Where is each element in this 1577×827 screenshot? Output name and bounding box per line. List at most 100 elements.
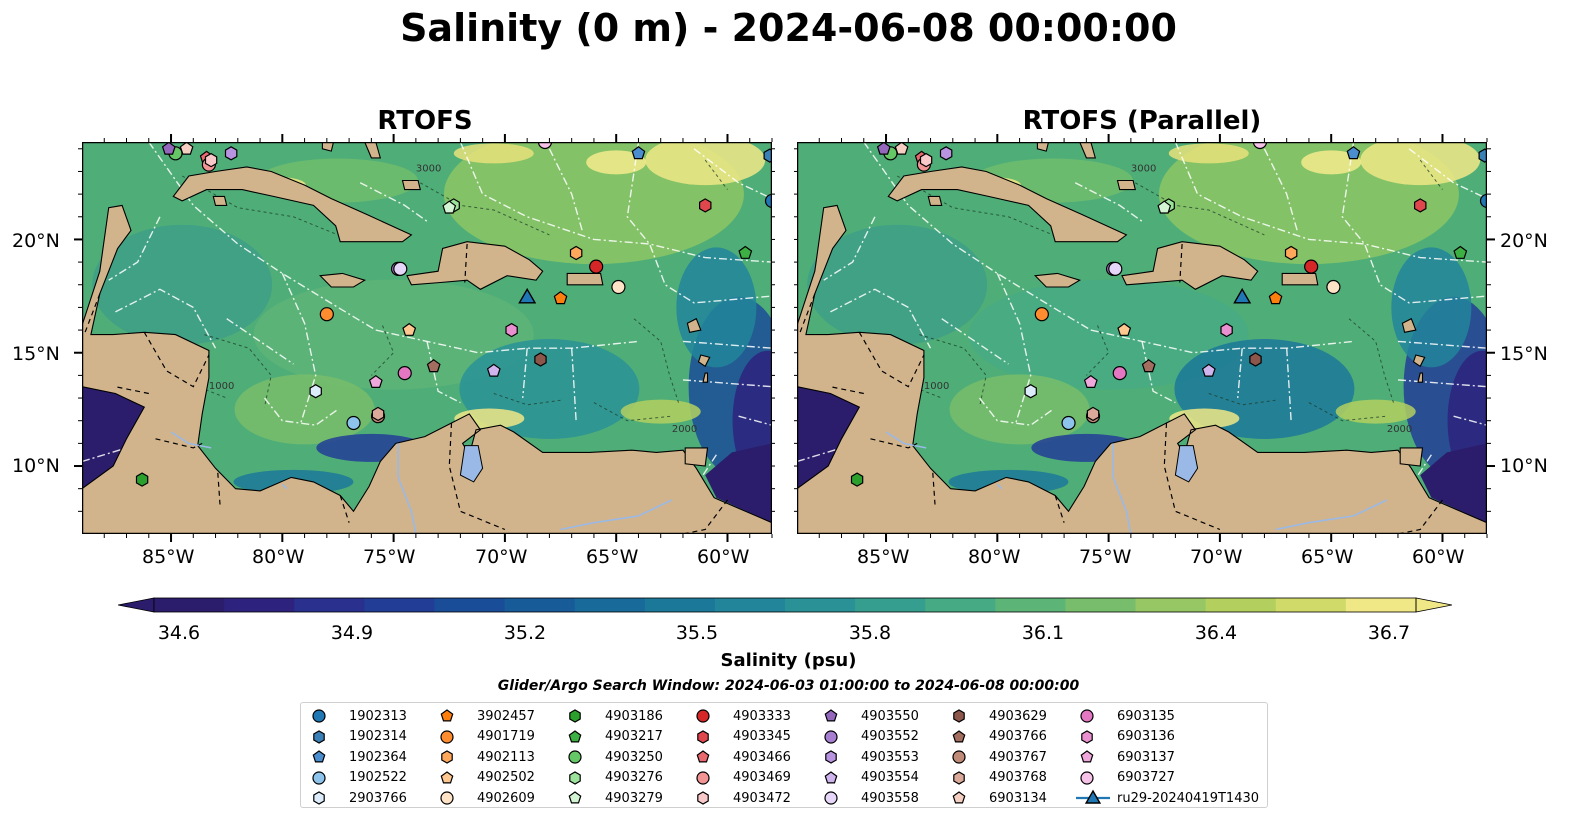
- float-marker-1902364: [1346, 146, 1361, 160]
- land-polygon: [686, 317, 702, 333]
- float-marker-4903345: [698, 198, 712, 213]
- legend-label: ru29-20240419T1430: [1117, 790, 1260, 806]
- salinity-field: 1000 2000 3000: [82, 142, 772, 534]
- map-panel-rtofs-parallel[interactable]: 1000 2000 3000: [797, 142, 1487, 534]
- land-polygon: [566, 272, 604, 286]
- eez-boundary: [1286, 348, 1292, 421]
- float-marker-4902502: [402, 322, 417, 336]
- legend-symbol: [312, 770, 326, 785]
- colorbar-label: Salinity (psu): [720, 650, 857, 671]
- bathymetry-contour: [181, 363, 227, 399]
- legend-marker-icon: [441, 750, 453, 764]
- legend-label: 4903466: [733, 749, 791, 765]
- national-border: [155, 438, 203, 449]
- national-border: [1163, 422, 1221, 531]
- eez-boundary: [548, 148, 584, 233]
- legend-entry: 4903767: [947, 747, 1047, 767]
- legend-symbol: [953, 709, 965, 723]
- legend-entry: ru29-20240419T1430: [1075, 788, 1259, 808]
- legend-symbol: [952, 750, 966, 764]
- land-polygon: [887, 166, 1128, 243]
- float-marker-1902364: [631, 146, 646, 160]
- legend-entry: 1902522: [307, 768, 407, 788]
- map-panel-rtofs[interactable]: 1000 2000 3000: [82, 142, 772, 534]
- contour-label: 1000: [924, 381, 949, 392]
- river: [281, 483, 288, 490]
- eez-boundary: [108, 216, 161, 281]
- legend-entry: 4903466: [691, 747, 791, 767]
- legend-label: 4903217: [605, 729, 663, 744]
- salinity-patch: [645, 142, 766, 186]
- legend-label: 4903629: [989, 708, 1047, 724]
- figure-title: Salinity (0 m) - 2024-06-08 00:00:00: [400, 6, 1177, 50]
- land-polygon: [1399, 447, 1424, 467]
- river: [560, 499, 673, 531]
- colorbar-segment: [644, 598, 716, 612]
- eez-boundary: [226, 318, 294, 365]
- float-marker-4903472: [919, 152, 933, 168]
- legend-label: 4903469: [733, 770, 791, 785]
- legend-label: 4903554: [861, 770, 919, 785]
- lon-tick-label: 75°W: [363, 546, 416, 568]
- lon-tick-label: 75°W: [1079, 546, 1132, 568]
- bathymetry-contour: [633, 318, 679, 403]
- colorbar-segment: [154, 598, 225, 612]
- bathymetry-contour: [704, 159, 728, 190]
- colorbar-segment: [925, 598, 996, 612]
- legend-marker-icon: [312, 770, 326, 785]
- legend-label: 4903250: [605, 749, 663, 765]
- float-marker-4903554: [1201, 363, 1216, 377]
- float-marker-6903134: [894, 142, 909, 155]
- national-border: [464, 243, 468, 283]
- colorbar-segment: [364, 598, 436, 612]
- eez-boundary: [1397, 379, 1487, 388]
- legend-label: 4902502: [477, 770, 535, 785]
- land-polygon: [1412, 354, 1426, 368]
- eez-boundary: [1453, 415, 1487, 426]
- float-marker-4903279: [442, 200, 457, 214]
- colorbar-segment: [995, 598, 1067, 612]
- eez-boundary: [1263, 148, 1299, 233]
- land-polygon: [1121, 241, 1259, 290]
- colorbar-segment: [855, 598, 926, 612]
- legend-marker-icon: [568, 729, 582, 742]
- legend-entry: 4903629: [947, 706, 1047, 726]
- lon-tick-label: 85°W: [142, 546, 195, 568]
- colorbar-segment: [1065, 598, 1137, 612]
- colorbar-segment: [1205, 598, 1277, 612]
- land-polygon: [1036, 142, 1050, 152]
- colorbar-tick-label: 35.8: [848, 622, 892, 644]
- legend-label: 4903186: [605, 708, 663, 724]
- float-marker-3902457: [553, 291, 568, 305]
- colorbar-tick-label: 34.6: [157, 622, 201, 644]
- float-marker-4903186: [850, 472, 864, 487]
- legend-label: 4903345: [733, 729, 791, 744]
- legend-marker-icon: [313, 729, 325, 744]
- bathymetry-contour: [1308, 402, 1387, 422]
- legend-entry: 4903472: [691, 788, 791, 808]
- national-border: [143, 331, 210, 388]
- legend-marker-icon: [569, 709, 581, 723]
- colorbar-segment: [1135, 598, 1207, 612]
- legend-symbol: [312, 750, 326, 763]
- legend-entry: 4903333: [691, 706, 791, 726]
- legend-symbol: [952, 729, 966, 742]
- colorbar-frame: [153, 597, 1417, 613]
- lon-tick-label: 80°W: [252, 546, 305, 568]
- salinity-patch: [620, 399, 701, 424]
- colorbar-tick-label: 36.1: [1021, 622, 1065, 644]
- legend-symbol: [569, 709, 581, 723]
- eez-boundary: [693, 148, 772, 200]
- legend-marker-icon: [312, 709, 326, 723]
- legend-entry: 1902364: [307, 747, 407, 767]
- land-polygon: [319, 272, 367, 288]
- float-marker-4903333: [589, 259, 604, 274]
- float-marker-4903558: [1108, 261, 1123, 276]
- float-marker-1902314: [1478, 148, 1487, 163]
- bathymetry-contour: [919, 334, 987, 408]
- legend-marker-icon: [568, 750, 582, 764]
- legend-entry: 4903553: [819, 747, 919, 767]
- legend-marker-icon: [568, 791, 582, 804]
- colorbar-tick-label: 35.2: [503, 622, 547, 644]
- bathymetry-contour: [181, 175, 339, 236]
